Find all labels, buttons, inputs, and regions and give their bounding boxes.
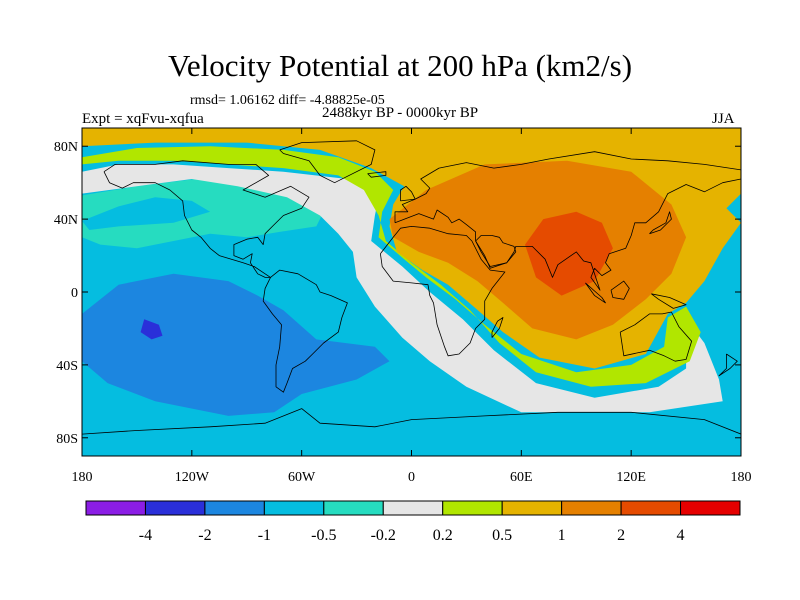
north-america-coast [103, 160, 310, 278]
lat-tick-label: 40S [56, 359, 78, 374]
figure-title: Velocity Potential at 200 hPa (km2/s) [167, 48, 633, 83]
experiment-label: Expt = xqFvu-xqfua [82, 111, 204, 127]
lon-tick-label: 180 [72, 470, 93, 485]
madagascar-coast [491, 317, 504, 338]
colorbar-swatch [680, 500, 741, 516]
colorbar-label: 0.5 [492, 527, 512, 544]
contour-fill-lime-band [82, 146, 701, 387]
colorbar-swatch [442, 500, 503, 516]
lon-tick-label: 60W [288, 470, 316, 485]
lon-tick-label: 0 [408, 470, 415, 485]
antarctica-coast [82, 408, 741, 435]
colorbar-label: -1 [258, 527, 271, 544]
lat-tick-label: 80S [56, 432, 78, 447]
colorbar-label: 4 [677, 527, 685, 544]
lat-tick-label: 0 [71, 286, 78, 301]
new-guinea-coast [651, 293, 687, 309]
sumatra-coast [585, 282, 606, 304]
time-period-label: 2488kyr BP - 0000kyr BP [322, 105, 479, 121]
south-america-coast [262, 269, 348, 393]
eurasia-coast [394, 151, 741, 291]
australia-coast [619, 311, 692, 362]
lat-tick-label: 40N [54, 213, 78, 228]
colorbar-swatch [382, 500, 444, 516]
colorbar-swatch [144, 500, 206, 516]
map-contour-fills [82, 128, 741, 456]
colorbar-swatch [620, 500, 682, 516]
colorbar-label: -0.5 [311, 527, 336, 544]
new-zealand-coast [718, 353, 738, 377]
colorbar-label: 0.2 [433, 527, 453, 544]
colorbar-swatch [204, 500, 265, 516]
colorbar-label: -0.2 [371, 527, 396, 544]
japan-coast [649, 211, 672, 235]
colorbar-swatch [501, 500, 563, 516]
lon-tick-label: 180 [731, 470, 752, 485]
colorbar-swatch [323, 500, 384, 516]
borneo-coast [610, 280, 630, 300]
colorbar-label: -2 [198, 527, 211, 544]
lon-tick-label: 60E [510, 470, 533, 485]
colorbar-label: 1 [558, 527, 566, 544]
contour-fill-dark-blue-core [140, 319, 163, 340]
contour-fill-red-orange-core [525, 211, 613, 296]
colorbar-label: -4 [139, 527, 152, 544]
contour-fill-northern-white-band [82, 164, 723, 413]
africa-coast [380, 225, 506, 357]
greenland-coast [279, 140, 376, 184]
lon-tick-label: 120W [175, 470, 210, 485]
colorbar-label: 2 [617, 527, 625, 544]
lat-tick-label: 80N [54, 140, 78, 155]
colorbar: -4 -2 -1 -0.5 -0.2 0.2 0.5 1 2 4 [85, 500, 741, 544]
rmsd-diff-stats: rmsd= 1.06162 diff= -4.88825e-05 [190, 93, 385, 108]
uk-coast [400, 185, 416, 202]
lon-tick-label: 120E [616, 470, 646, 485]
colorbar-swatch [263, 500, 325, 516]
map-coastlines [82, 140, 741, 435]
colorbar-swatch [85, 500, 146, 516]
contour-fill-blue-core [82, 273, 390, 416]
iceland-coast [367, 171, 387, 178]
contour-fill-north-pacific-blue [82, 197, 211, 230]
colorbar-swatch [561, 500, 622, 516]
arabia-coast [475, 235, 517, 267]
season-label: JJA [712, 111, 735, 127]
map-axis-ticks: 80N 40N 0 40S 80S 180 120W 60W 0 60E 120E 180 [54, 128, 752, 485]
